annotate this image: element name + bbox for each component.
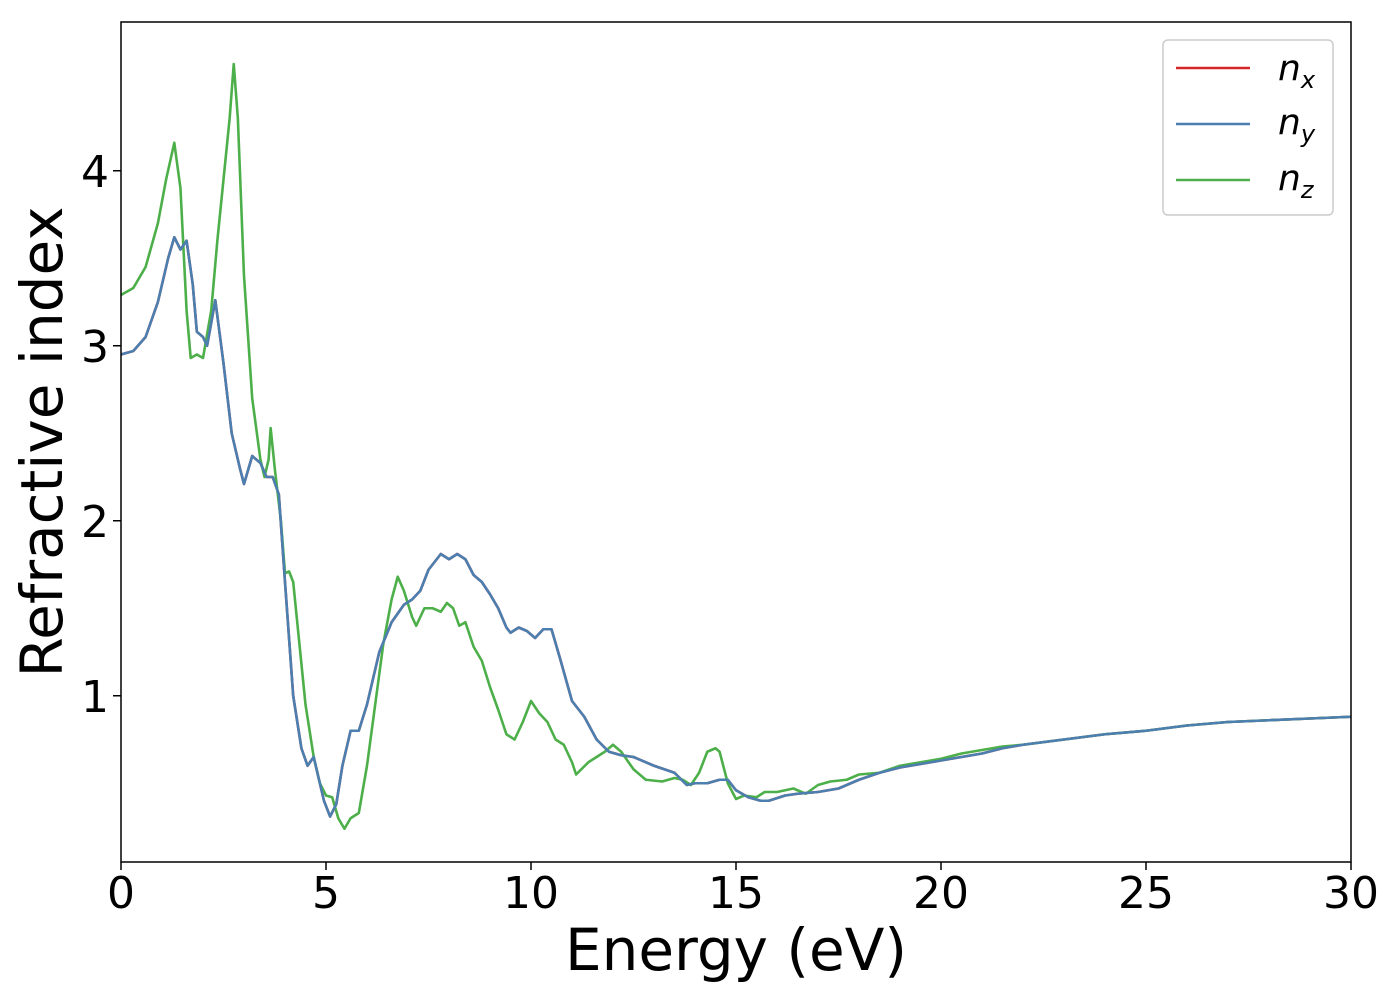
legend-box (1162, 39, 1334, 216)
x-tick-label: 20 (913, 868, 969, 919)
x-tick-label: 10 (503, 868, 559, 919)
y-axis: 1 2 3 4 (81, 147, 121, 723)
series-layer (121, 62, 1351, 831)
series-line-nz (121, 62, 1351, 831)
series-line-ny (121, 235, 1351, 818)
x-tick-label: 30 (1323, 868, 1379, 919)
y-tick-label: 1 (81, 672, 109, 723)
y-tick-label: 2 (81, 497, 109, 548)
legend-label-nz: nz (1278, 158, 1315, 204)
y-tick-label: 4 (81, 147, 109, 198)
x-tick-label: 15 (708, 868, 764, 919)
x-tick-label: 0 (107, 868, 135, 919)
y-tick-label: 3 (81, 322, 109, 373)
legend-label-ny: ny (1278, 102, 1316, 148)
y-axis-title: Refractive index (8, 206, 76, 677)
x-axis-title: Energy (eV) (565, 916, 907, 984)
x-tick-label: 25 (1118, 868, 1174, 919)
x-tick-label: 5 (312, 868, 340, 919)
legend: nx ny nz (1162, 39, 1334, 216)
legend-label-nx: nx (1278, 48, 1316, 94)
x-axis: 0 5 10 15 20 25 30 (107, 862, 1379, 919)
